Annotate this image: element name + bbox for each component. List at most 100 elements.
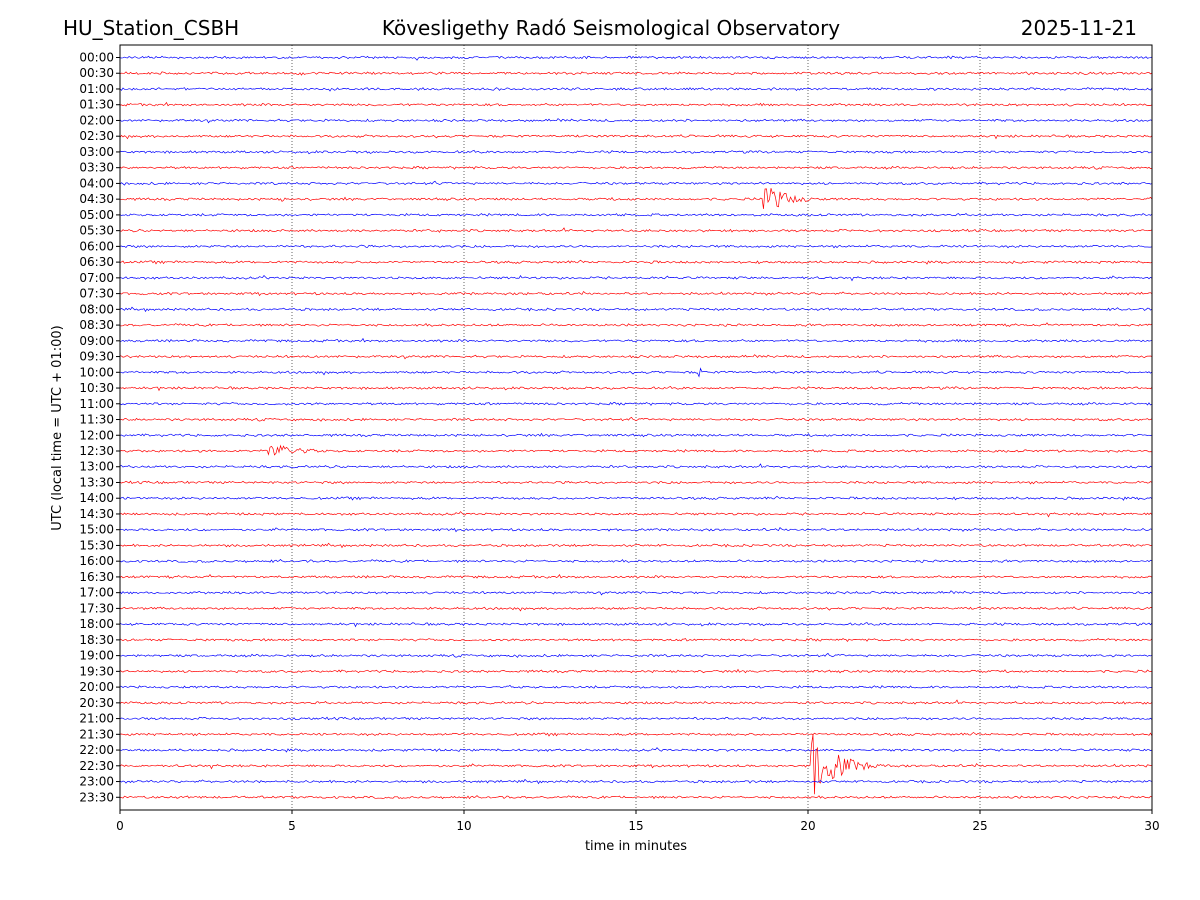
y-tick-label-1130: 11:30 [79, 413, 114, 427]
y-tick-label-2330: 23:30 [79, 790, 114, 804]
trace-1230 [119, 444, 1153, 456]
y-tick-label-1030: 10:30 [79, 381, 114, 395]
trace-2000 [119, 684, 1152, 689]
y-tick-label-0900: 09:00 [79, 334, 114, 348]
trace-0830 [119, 322, 1153, 327]
y-tick-label-0730: 07:30 [79, 287, 114, 301]
y-tick-label-1630: 16:30 [79, 570, 114, 584]
x-axis-ticks: 0 5 10 15 20 25 30 [116, 810, 1160, 833]
trace-2230 [119, 734, 1152, 795]
trace-0200 [119, 118, 1153, 124]
y-tick-label-2230: 22:30 [79, 759, 114, 773]
x-axis-label: time in minutes [585, 839, 687, 854]
trace-1130 [119, 416, 1153, 422]
trace-0300 [119, 149, 1153, 155]
y-tick-label-1500: 15:00 [79, 523, 114, 537]
trace-2200 [119, 747, 1153, 753]
y-tick-label-2300: 23:00 [79, 775, 114, 789]
y-tick-label-1700: 17:00 [79, 586, 114, 600]
y-tick-label-0500: 05:00 [79, 208, 114, 222]
y-tick-label-1530: 15:30 [79, 538, 114, 552]
trace-0900 [119, 337, 1153, 343]
y-tick-label-0430: 04:30 [79, 192, 114, 206]
y-tick-label-1830: 18:30 [79, 633, 114, 647]
y-tick-label-1300: 13:00 [79, 460, 114, 474]
trace-0530 [119, 227, 1153, 233]
trace-1330 [119, 480, 1153, 485]
x-tick-label-10: 10 [456, 819, 471, 833]
y-tick-label-0300: 03:00 [79, 145, 114, 159]
trace-0800 [119, 306, 1153, 313]
y-tick-label-2200: 22:00 [79, 743, 114, 757]
trace-2300 [119, 778, 1153, 785]
trace-1430 [119, 511, 1153, 518]
trace-1530 [119, 542, 1153, 549]
y-tick-label-0130: 01:30 [79, 98, 114, 112]
chart-title: Kövesligethy Radó Seismological Observat… [382, 16, 840, 40]
y-tick-label-0200: 02:00 [79, 113, 114, 127]
y-tick-label-1900: 19:00 [79, 649, 114, 663]
y-tick-label-0230: 02:30 [79, 129, 114, 143]
y-tick-label-1730: 17:30 [79, 601, 114, 615]
trace-1300 [119, 463, 1153, 469]
trace-0430 [119, 188, 1153, 209]
y-tick-label-1930: 19:30 [79, 664, 114, 678]
y-tick-label-0630: 06:30 [79, 255, 114, 269]
y-tick-label-0930: 09:30 [79, 350, 114, 364]
y-tick-label-1100: 11:00 [79, 397, 114, 411]
trace-1730 [119, 606, 1153, 612]
trace-1100 [119, 401, 1153, 406]
y-tick-label-0530: 05:30 [79, 224, 114, 238]
y-tick-label-0400: 04:00 [79, 176, 114, 190]
y-tick-label-0800: 08:00 [79, 302, 114, 316]
trace-0330 [119, 165, 1153, 170]
trace-0030 [119, 71, 1153, 76]
plot-frame [119, 44, 1153, 811]
trace-1700 [119, 590, 1153, 596]
date-label: 2025-11-21 [1021, 16, 1137, 40]
station-label: HU_Station_CSBH [63, 16, 239, 40]
trace-2130 [119, 731, 1153, 737]
trace-1930 [119, 668, 1153, 674]
trace-1830 [119, 638, 1153, 642]
y-tick-label-0330: 03:30 [79, 161, 114, 175]
trace-2330 [120, 795, 1153, 800]
x-tick-label-25: 25 [972, 819, 987, 833]
trace-1400 [119, 495, 1153, 501]
x-tick-label-5: 5 [288, 819, 296, 833]
y-tick-label-2030: 20:30 [79, 696, 114, 710]
y-tick-label-2130: 21:30 [79, 727, 114, 741]
trace-1800 [119, 622, 1153, 628]
y-tick-label-2100: 21:00 [79, 712, 114, 726]
y-tick-label-1230: 12:30 [79, 444, 114, 458]
y-tick-label-2000: 20:00 [79, 680, 114, 694]
trace-0730 [119, 290, 1153, 297]
trace-0130 [119, 101, 1153, 107]
trace-group [119, 55, 1153, 800]
y-tick-label-0600: 06:00 [79, 239, 114, 253]
y-tick-label-0700: 07:00 [79, 271, 114, 285]
y-tick-label-0030: 00:30 [79, 66, 114, 80]
trace-0400 [119, 180, 1153, 186]
trace-0000 [119, 55, 1153, 61]
y-axis-label: UTC (local time = UTC + 01:00) [50, 325, 65, 530]
trace-0700 [119, 274, 1153, 282]
y-tick-label-1600: 16:00 [79, 554, 114, 568]
trace-1600 [119, 559, 1153, 564]
trace-1630 [119, 573, 1153, 579]
trace-2100 [119, 716, 1153, 721]
trace-0100 [119, 87, 1153, 92]
trace-1000 [119, 367, 1153, 378]
x-tick-label-30: 30 [1144, 819, 1159, 833]
y-tick-label-1430: 14:30 [79, 507, 114, 521]
x-tick-label-0: 0 [116, 819, 124, 833]
trace-1500 [119, 527, 1153, 533]
y-tick-label-0000: 00:00 [79, 51, 114, 65]
y-tick-label-0100: 01:00 [79, 82, 114, 96]
trace-0500 [119, 212, 1153, 217]
trace-0600 [119, 244, 1153, 249]
y-tick-label-1800: 18:00 [79, 617, 114, 631]
trace-0930 [119, 354, 1153, 360]
trace-0230 [119, 134, 1153, 140]
